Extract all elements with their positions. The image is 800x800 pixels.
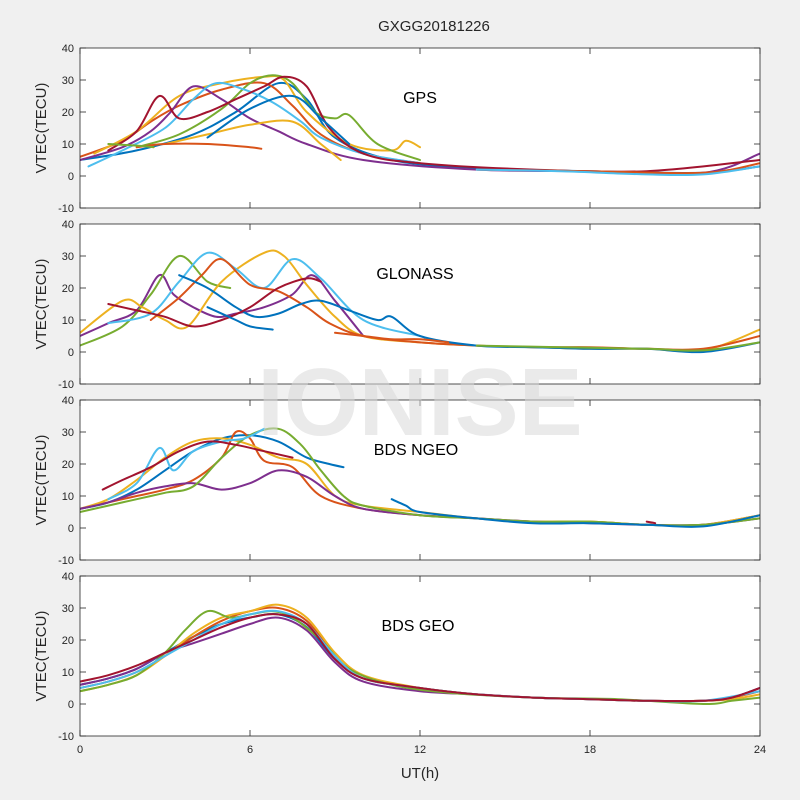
x-tick-label: 6 [247,744,253,756]
panel-label: BDS GEO [382,618,455,635]
x-tick-label: 0 [77,744,83,756]
y-tick-label: -10 [58,203,74,215]
y-tick-label: 20 [62,635,74,647]
y-tick-label: 10 [62,315,74,327]
series-line-7 [206,306,274,331]
y-axis-label: VTEC(TECU) [33,435,50,526]
y-tick-label: 20 [62,107,74,119]
x-tick-label: 24 [754,744,766,756]
panel-label: GPS [403,90,437,107]
y-axis-label: VTEC(TECU) [33,83,50,174]
panel-label: GLONASS [376,266,453,283]
series-line-4 [80,427,760,527]
y-tick-label: 0 [68,171,74,183]
panel-0: -10 0 10 20 30 40 VTEC(TECU) GPS [33,43,761,215]
panel-2: -10 0 10 20 30 40 VTEC(TECU) BDS NGEO [33,395,761,567]
series-line-8 [645,520,657,525]
x-axis-label: UT(h) [401,765,439,782]
y-tick-label: 10 [62,491,74,503]
y-tick-label: 20 [62,283,74,295]
x-tick-label: 12 [414,744,426,756]
series-line-7 [390,498,760,528]
series-line-9 [475,341,760,352]
series-line-8 [334,331,450,344]
watermark: IONISE [257,349,582,456]
y-tick-label: 40 [62,43,74,55]
y-tick-label: 40 [62,219,74,231]
series-line-8 [206,94,351,145]
series-line-5 [87,81,421,168]
plot-area [80,224,760,384]
series-line-3 [107,251,421,337]
series-group [80,427,760,528]
y-tick-label: 30 [62,75,74,87]
series-line-6 [107,277,322,328]
series-group [80,603,760,706]
y-tick-label: 40 [62,395,74,407]
y-axis-label: VTEC(TECU) [33,259,50,350]
y-tick-label: -10 [58,731,74,743]
series-line-6 [101,440,294,491]
y-tick-label: 10 [62,139,74,151]
y-tick-label: -10 [58,379,74,391]
y-tick-label: 30 [62,251,74,263]
panel-label: BDS NGEO [374,442,458,459]
y-tick-label: 30 [62,427,74,439]
y-tick-label: -10 [58,555,74,567]
y-tick-label: 0 [68,347,74,359]
series-group [80,74,760,177]
x-tick-label: 18 [584,744,596,756]
series-line-6 [80,613,760,703]
y-tick-label: 10 [62,667,74,679]
y-tick-label: 40 [62,571,74,583]
series-line-9 [135,142,263,150]
y-tick-label: 20 [62,459,74,471]
chart-title: GXGG20181226 [378,18,490,35]
series-line-2 [93,75,421,155]
y-axis-label: VTEC(TECU) [33,611,50,702]
y-tick-label: 0 [68,523,74,535]
panel-1: -10 0 10 20 30 40 VTEC(TECU) GLONASS [33,219,761,391]
series-line-5 [107,427,266,501]
series-line-7 [164,119,342,161]
y-tick-label: 0 [68,699,74,711]
series-line-4 [135,74,421,161]
series-group [80,249,760,354]
plot-area [80,576,760,736]
series-line-12 [475,165,760,177]
series-line-10 [107,143,155,149]
y-tick-label: 30 [62,603,74,615]
plot-area [80,48,760,208]
series-line-1 [80,254,232,347]
